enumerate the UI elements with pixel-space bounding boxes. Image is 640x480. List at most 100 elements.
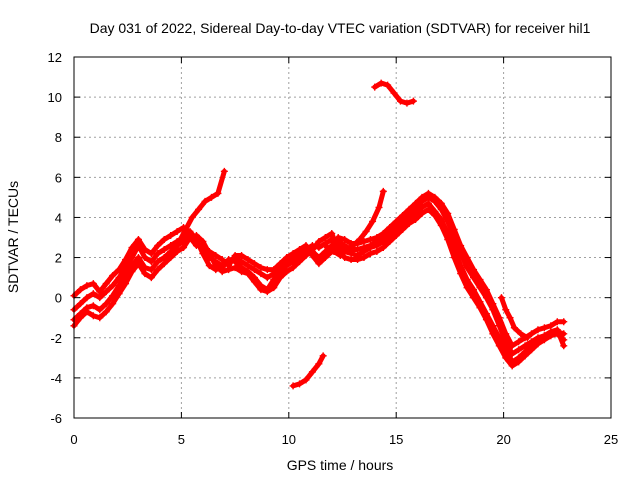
data-point xyxy=(289,250,297,258)
data-point xyxy=(508,362,516,370)
data-point xyxy=(321,248,329,256)
data-point xyxy=(141,270,149,278)
data-point xyxy=(379,187,387,195)
data-point xyxy=(341,236,349,244)
data-point xyxy=(289,264,297,272)
data-point xyxy=(470,294,478,302)
data-point xyxy=(412,215,420,223)
data-point xyxy=(276,274,284,282)
data-point xyxy=(296,258,304,266)
data-point xyxy=(188,213,196,221)
data-point xyxy=(450,254,458,262)
data-point xyxy=(457,242,465,250)
data-point xyxy=(175,238,183,246)
data-point xyxy=(231,252,239,260)
data-point xyxy=(409,97,417,105)
series-track-6 xyxy=(289,352,327,390)
data-point xyxy=(321,240,329,248)
data-point xyxy=(362,227,370,235)
data-point xyxy=(160,236,168,244)
data-point xyxy=(283,262,291,270)
data-point xyxy=(154,258,162,266)
data-point xyxy=(560,318,568,326)
x-tick-label: 15 xyxy=(389,432,403,447)
data-point xyxy=(205,250,213,258)
data-point xyxy=(289,258,297,266)
data-point xyxy=(502,306,510,314)
data-point xyxy=(540,336,548,344)
data-point xyxy=(128,254,136,262)
data-point xyxy=(308,368,316,376)
plot-frame xyxy=(73,56,612,419)
data-point xyxy=(89,302,97,310)
data-point xyxy=(373,234,381,241)
data-point xyxy=(521,342,529,350)
data-point xyxy=(392,225,400,233)
data-point xyxy=(109,272,117,280)
data-point xyxy=(89,290,97,298)
data-point xyxy=(238,268,246,276)
data-point xyxy=(308,252,316,260)
data-point xyxy=(431,211,439,219)
y-tick-label: 0 xyxy=(55,291,62,306)
data-point xyxy=(102,300,110,308)
data-point xyxy=(115,266,123,274)
data-point xyxy=(238,258,246,266)
data-point xyxy=(122,256,130,264)
data-point xyxy=(315,238,323,246)
data-point xyxy=(201,197,209,205)
data-point xyxy=(377,79,385,87)
data-point xyxy=(360,248,368,256)
data-point xyxy=(399,211,407,219)
data-point xyxy=(302,252,310,260)
data-point xyxy=(341,254,349,262)
y-tick-label: 4 xyxy=(55,210,62,225)
data-point xyxy=(373,242,381,250)
x-tick-label: 25 xyxy=(604,432,618,447)
data-point xyxy=(89,312,97,320)
y-tick-label: 6 xyxy=(55,170,62,185)
data-point xyxy=(373,248,381,256)
data-point xyxy=(450,225,458,233)
y-tick-label: 2 xyxy=(55,251,62,266)
data-point xyxy=(476,304,484,312)
data-point xyxy=(553,318,561,326)
data-point xyxy=(392,231,400,239)
data-point xyxy=(412,209,420,217)
data-point xyxy=(424,205,432,213)
data-point xyxy=(508,342,516,350)
data-point xyxy=(341,242,349,250)
chart-title: Day 031 of 2022, Sidereal Day-to-day VTE… xyxy=(90,20,591,36)
data-point xyxy=(302,242,310,250)
y-tick-label: 10 xyxy=(48,90,62,105)
data-point xyxy=(128,268,136,276)
data-point xyxy=(330,248,338,256)
data-point xyxy=(515,338,523,346)
data-point xyxy=(296,252,304,260)
data-point xyxy=(489,300,497,308)
data-point xyxy=(257,270,265,278)
data-point xyxy=(296,246,304,254)
data-point xyxy=(134,254,142,262)
data-point xyxy=(463,284,471,292)
data-point xyxy=(463,254,471,262)
series-track-5 xyxy=(169,167,228,258)
data-point xyxy=(128,244,136,252)
data-point xyxy=(418,209,426,217)
data-point xyxy=(250,278,258,286)
data-point xyxy=(379,229,387,237)
data-point xyxy=(76,286,84,294)
data-point xyxy=(510,324,518,332)
data-point xyxy=(147,258,155,266)
data-point xyxy=(405,219,413,227)
data-point xyxy=(250,260,258,268)
data-point xyxy=(354,256,362,264)
data-point xyxy=(482,316,490,324)
data-point xyxy=(102,288,110,296)
data-point xyxy=(218,268,226,276)
data-point xyxy=(366,236,374,244)
data-point xyxy=(141,254,149,262)
data-point xyxy=(463,264,471,272)
data-point xyxy=(231,264,239,272)
